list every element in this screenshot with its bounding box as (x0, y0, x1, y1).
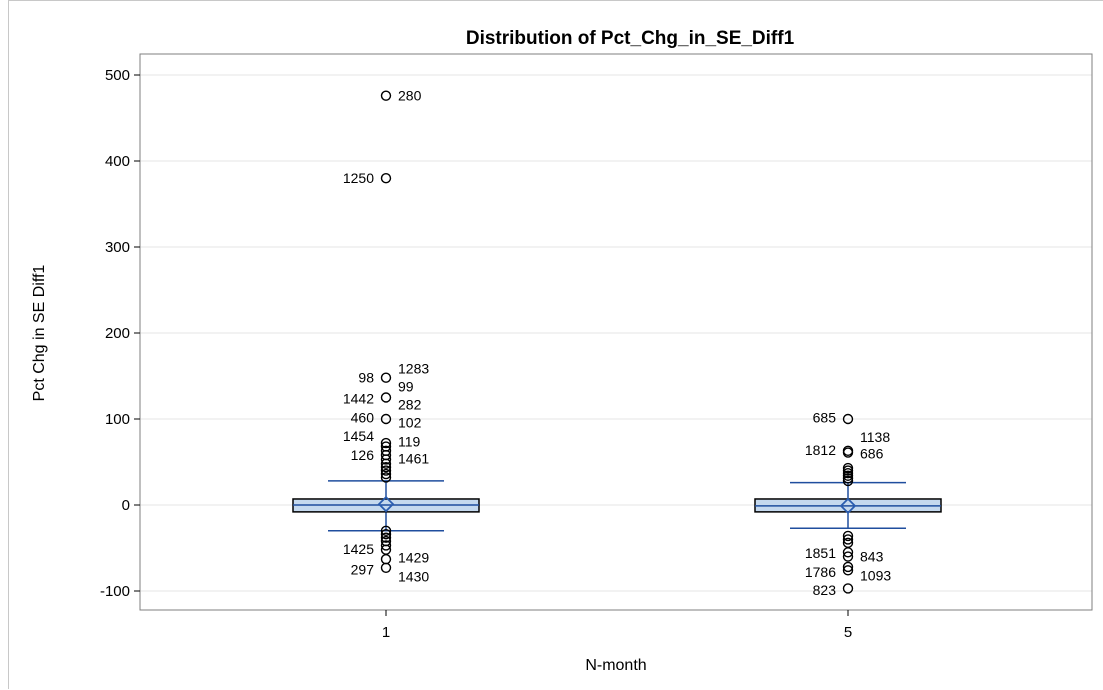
outlier-label: 1429 (398, 549, 429, 565)
mean-marker (377, 495, 395, 513)
outlier-label: 686 (860, 445, 884, 461)
outlier-label: 99 (398, 378, 414, 394)
plot-area-border (139, 53, 1093, 611)
box-group-5: 685 1138 1812 686 1851 843 1786 1093 823 (754, 409, 942, 598)
outlier-point (842, 475, 854, 487)
outlier-point (842, 447, 854, 458)
outlier-point (380, 458, 392, 469)
outlier-point (842, 565, 854, 576)
outlier-point (380, 90, 392, 101)
outlier-label: 1093 (860, 568, 891, 584)
boxes: 280 1250 1283 98 99 1442 282 460 102 1454 119 126 14… (292, 88, 942, 598)
mean-marker (839, 497, 857, 515)
outlier-point (380, 540, 392, 551)
outlier-label: 685 (813, 409, 837, 425)
x-tick-label: 5 (844, 624, 852, 641)
chart-title: Distribution of Pct_Chg_in_SE_Diff1 (466, 28, 795, 49)
outlier-point (380, 454, 392, 465)
outlier-label: 282 (398, 396, 422, 412)
outlier-point (842, 551, 854, 562)
y-tick-label: 0 (122, 497, 130, 514)
outlier-point (380, 532, 392, 543)
outlier-point (380, 437, 392, 449)
y-tick-label: 400 (105, 153, 130, 170)
outlier-point (842, 547, 854, 558)
outlier-label: 823 (813, 582, 837, 598)
outlier-point (380, 472, 392, 483)
outlier-point (380, 172, 392, 184)
outlier-label: 1851 (805, 545, 836, 561)
y-axis-label: Pct Chg in SE Diff1 (31, 265, 48, 402)
outlier-label: 126 (351, 447, 375, 463)
outlier-point (380, 372, 392, 383)
outlier-point (842, 413, 854, 425)
y-tick-label: 100 (105, 411, 130, 428)
x-axis-label: N-month (585, 657, 646, 674)
outlier-label: 280 (398, 88, 422, 104)
y-axis: -100 0 100 200 300 400 500 (100, 67, 140, 600)
box-group-1: 280 1250 1283 98 99 1442 282 460 102 1454 119 126 14… (292, 88, 480, 584)
outlier-label: 1442 (343, 390, 374, 406)
outlier-point (842, 530, 854, 542)
outlier-label: 1283 (398, 360, 429, 376)
outlier-label: 1430 (398, 568, 429, 584)
outlier-point (380, 553, 392, 565)
outlier-point (380, 413, 392, 425)
outlier-point (380, 529, 392, 540)
outlier-label: 102 (398, 414, 422, 430)
outlier-label: 1250 (343, 170, 374, 186)
outlier-label: 1812 (805, 442, 836, 458)
y-tick-label: 200 (105, 325, 130, 342)
outlier-point (380, 468, 392, 480)
outlier-label: 843 (860, 549, 884, 565)
y-tick-label: 500 (105, 67, 130, 84)
outlier-point (380, 392, 392, 403)
outlier-label: 297 (351, 562, 375, 578)
y-tick-label: 300 (105, 239, 130, 256)
outlier-label: 1461 (398, 451, 429, 467)
outlier-label: 1138 (860, 429, 890, 445)
outlier-label: 119 (398, 433, 421, 449)
outlier-point (842, 561, 854, 573)
outlier-label: 460 (351, 409, 375, 425)
outlier-label: 1425 (343, 541, 374, 557)
x-tick-label: 1 (382, 624, 390, 641)
outlier-point (380, 461, 392, 473)
outlier-point (842, 534, 854, 545)
outlier-point (380, 562, 392, 573)
outlier-point (842, 583, 854, 594)
outlier-label: 1786 (805, 564, 836, 580)
gridlines (140, 74, 1092, 592)
outlier-label: 98 (358, 370, 374, 386)
outlier-point (380, 465, 392, 476)
outlier-point (380, 525, 392, 536)
chart-frame (8, 0, 1103, 689)
outlier-label: 1454 (343, 428, 374, 444)
y-tick-label: -100 (100, 583, 130, 600)
